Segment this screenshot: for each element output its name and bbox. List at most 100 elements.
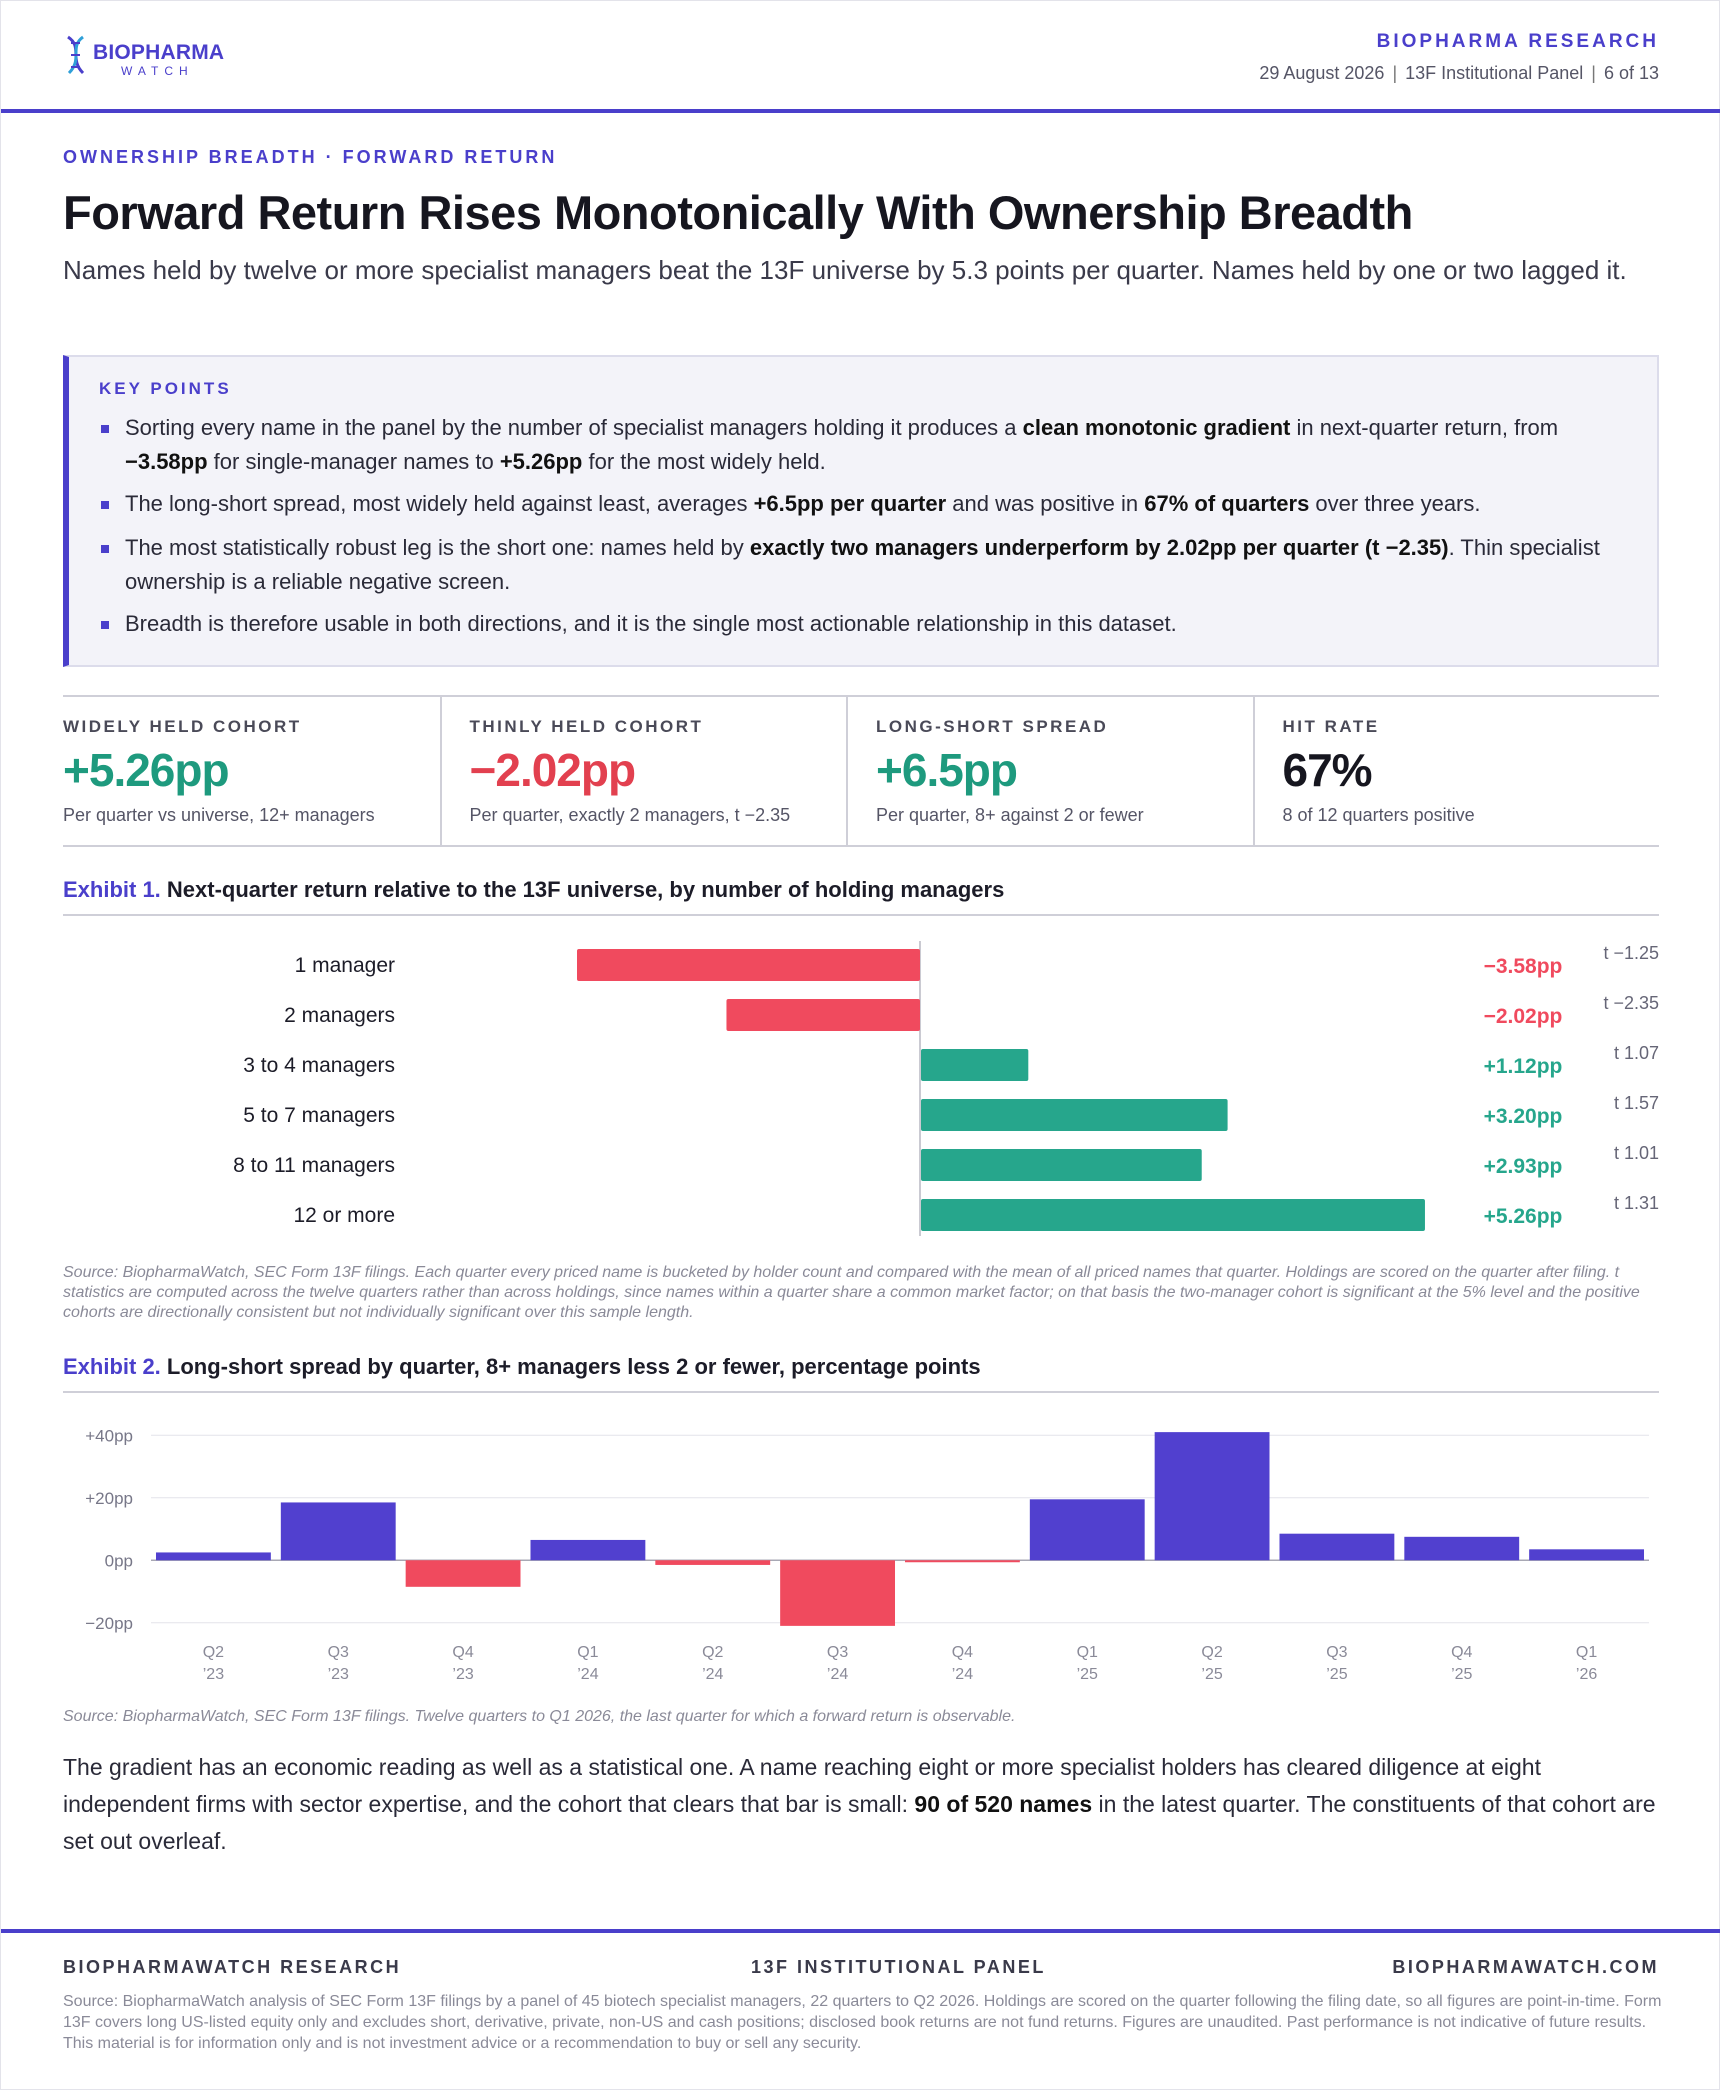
bar (1404, 1536, 1520, 1561)
x-tick-year: ’25 (1326, 1666, 1347, 1683)
bar (577, 949, 920, 981)
value-label: −2.02pp (1484, 1005, 1563, 1028)
exhibit-1-title: Exhibit 1. Next-quarter return relative … (63, 877, 1004, 903)
quarterly-spread-bar-chart: +40pp +20pp 0pp −20pp Q2 ’23 Q3 ’23 Q4 ’23 Q1 ’24 Q2… (85, 1426, 1649, 1683)
kp-text: over three years. (1309, 491, 1481, 516)
kpi-label: LONG-SHORT SPREAD (876, 717, 1109, 736)
x-tick-year: ’24 (577, 1666, 598, 1683)
kp-text: for single-manager names to (207, 449, 500, 474)
kpi-value: 67% (1282, 744, 1373, 796)
footer-website-link[interactable]: BIOPHARMAWATCH.COM (1392, 1957, 1659, 1977)
category-label: 5 to 7 managers (243, 1104, 395, 1127)
bar (280, 1502, 396, 1561)
t-stat-label: t 1.57 (1614, 1093, 1659, 1113)
t-stat-label: t −2.35 (1603, 993, 1659, 1013)
body-paragraph: The gradient has an economic reading as … (63, 1749, 1663, 1860)
kpi-value: −2.02pp (469, 744, 637, 796)
exhibit-rule (63, 1391, 1659, 1393)
bar (726, 999, 920, 1031)
x-tick-year: ’26 (1576, 1666, 1597, 1683)
kp-text: The long-short spread, most widely held … (125, 491, 754, 516)
key-point: Breadth is therefore usable in both dire… (99, 607, 1629, 641)
x-tick-year: ’23 (452, 1666, 473, 1683)
bar (655, 1560, 771, 1565)
exhibit-caption: Next-quarter return relative to the 13F … (166, 877, 1005, 902)
kpi-note: Per quarter, 8+ against 2 or fewer (876, 805, 1144, 825)
kp-text: Breadth is therefore usable in both dire… (125, 611, 1177, 636)
bar (921, 1199, 1425, 1231)
kpi-note: 8 of 12 quarters positive (1282, 805, 1475, 825)
x-tick-year: ’24 (952, 1666, 973, 1683)
kpi-note: Per quarter, exactly 2 managers, t −2.35 (469, 805, 791, 825)
bar (405, 1560, 521, 1587)
x-tick-quarter: Q1 (577, 1644, 598, 1661)
category-label: 1 manager (295, 954, 395, 977)
footer-disclaimer: Source: BiopharmaWatch analysis of SEC F… (63, 1993, 1662, 2052)
x-tick-year: ’25 (1451, 1666, 1472, 1683)
page-number: 6 of 13 (1603, 63, 1659, 83)
x-tick-year: ’23 (328, 1666, 349, 1683)
bar (921, 1099, 1228, 1131)
x-tick-quarter: Q2 (702, 1644, 723, 1661)
dna-logo-icon (67, 35, 85, 75)
exhibit-number: Exhibit 2. (63, 1354, 161, 1379)
y-tick-label: 0pp (105, 1551, 133, 1570)
logo[interactable]: BIOPHARMA WATCH (63, 31, 233, 81)
t-stat-label: t 1.01 (1614, 1143, 1659, 1163)
header-meta: BIOPHARMA RESEARCH 29 August 2026 | 13F In… (1259, 31, 1659, 84)
x-tick-quarter: Q4 (452, 1644, 473, 1661)
kp-bold: 67% of quarters (1144, 491, 1310, 516)
x-tick-quarter: Q2 (203, 1644, 224, 1661)
separator: | (1591, 63, 1596, 83)
exhibit-rule (63, 914, 1659, 916)
body-bold: 90 of 520 names (914, 1791, 1093, 1817)
x-tick-quarter: Q3 (827, 1644, 848, 1661)
kpi-value: +5.26pp (63, 744, 230, 796)
exhibit-caption: Long-short spread by quarter, 8+ manager… (166, 1354, 981, 1379)
kpi-thinly-held: THINLY HELD COHORT −2.02pp Per quarter, … (439, 697, 847, 845)
kp-text: in next-quarter return, from (1290, 415, 1559, 440)
kp-text: and was positive in (946, 491, 1145, 516)
key-point: The long-short spread, most widely held … (99, 487, 1629, 521)
footer-center: 13F INSTITUTIONAL PANEL (751, 1957, 1046, 1977)
kpi-label: HIT RATE (1282, 717, 1380, 736)
exhibit-number: Exhibit 1. (63, 877, 161, 902)
bar (1529, 1549, 1645, 1561)
bar (155, 1552, 271, 1561)
bar (921, 1049, 1029, 1081)
x-tick-year: ’24 (827, 1666, 848, 1683)
y-tick-label: +40pp (85, 1426, 133, 1445)
kpi-strip: WIDELY HELD COHORT +5.26pp Per quarter v… (63, 695, 1659, 847)
value-label: +2.93pp (1484, 1155, 1563, 1178)
key-point: Sorting every name in the panel by the n… (99, 411, 1629, 479)
key-points-title: KEY POINTS (99, 379, 232, 398)
kp-text: . Thin specialist ownership is a reliabl… (125, 535, 1600, 594)
kpi-note: Per quarter vs universe, 12+ managers (63, 805, 375, 825)
key-points-box: KEY POINTS Sorting every name in the pan… (63, 355, 1659, 667)
logo-subword: WATCH (121, 64, 194, 78)
x-tick-quarter: Q4 (952, 1644, 973, 1661)
bar (921, 1149, 1202, 1181)
kp-bold: −3.58pp (125, 449, 208, 474)
report-footer: BIOPHARMAWATCH RESEARCH 13F INSTITUTIONA… (1, 1929, 1720, 2052)
x-tick-quarter: Q1 (1576, 1644, 1597, 1661)
lede: Names held by twelve or more specialist … (63, 255, 1627, 285)
x-tick-quarter: Q3 (1326, 1644, 1347, 1661)
kp-bold: exactly two managers underperform by 2.0… (749, 535, 1449, 560)
bar (1029, 1499, 1145, 1561)
brand-name: BIOPHARMA RESEARCH (1376, 31, 1659, 52)
t-stat-label: t −1.25 (1603, 943, 1659, 963)
section-kicker: OWNERSHIP BREADTH · FORWARD RETURN (63, 147, 558, 167)
t-stat-label: t 1.07 (1614, 1043, 1659, 1063)
value-label: −3.58pp (1484, 955, 1563, 978)
panel-name: 13F Institutional Panel (1405, 63, 1584, 83)
category-label: 12 or more (293, 1204, 395, 1227)
logo-wordmark: BIOPHARMA (93, 41, 225, 64)
key-point: The most statistically robust leg is the… (99, 531, 1629, 599)
bar (904, 1560, 1020, 1563)
x-tick-quarter: Q3 (328, 1644, 349, 1661)
report-date: 29 August 2026 (1259, 63, 1385, 83)
kp-text: Sorting every name in the panel by the n… (125, 415, 1023, 440)
holder-count-bar-chart: 1 manager −3.58pp t −1.25 2 managers −2.02pp… (233, 941, 1659, 1236)
